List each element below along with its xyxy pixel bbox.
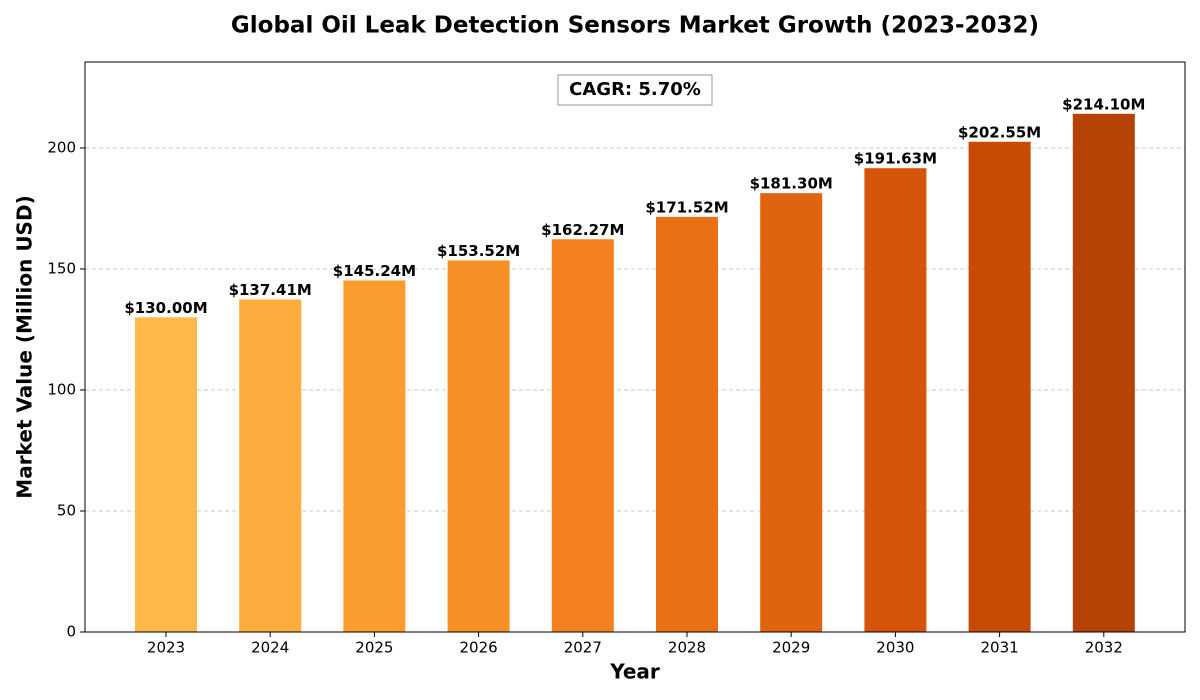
bar [135,317,197,632]
y-tick-label: 200 [47,138,76,156]
bar [968,141,1031,633]
value-label: $171.52M [645,198,728,216]
bar [551,239,614,632]
value-label: $214.10M [1062,95,1145,113]
x-tick-label: 2025 [355,639,393,657]
value-label: $137.41M [229,281,312,299]
x-tick-label: 2027 [564,639,602,657]
annotation: CAGR: 5.70% [569,79,701,100]
bar [343,280,406,632]
x-tick-label: 2023 [147,639,185,657]
x-axis-label: Year [609,660,660,684]
y-tick-label: 100 [47,380,76,398]
x-tick-label: 2028 [668,639,706,657]
bar [760,193,823,632]
y-axis-label: Market Value (Million USD) [13,195,37,498]
annotation-box [557,74,713,106]
value-label: $202.55M [958,123,1041,141]
value-label: $130.00M [124,299,207,317]
x-tick-label: 2032 [1085,639,1123,657]
bar [1072,113,1135,633]
y-tick-label: 150 [47,259,76,277]
value-label: $181.30M [750,175,833,193]
bar [239,299,302,632]
bar [447,260,510,632]
value-label: $145.24M [333,262,416,280]
bar [656,216,718,633]
x-tick-label: 2029 [772,639,810,657]
plot-frame [84,61,1186,633]
x-tick-label: 2024 [251,639,289,657]
x-tick-label: 2026 [460,639,498,657]
value-label: $153.52M [437,242,520,260]
y-tick-label: 50 [57,501,76,519]
x-tick-label: 2030 [876,639,914,657]
value-label: $191.63M [854,150,937,168]
value-label: $162.27M [541,221,624,239]
y-tick-label: 0 [66,623,76,641]
bar [864,168,927,633]
x-tick-label: 2031 [981,639,1019,657]
chart-title: Global Oil Leak Detection Sensors Market… [231,13,1039,39]
